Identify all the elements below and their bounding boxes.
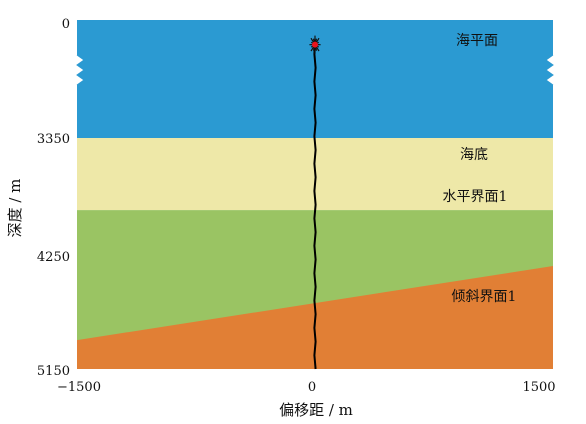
axis-break-right-icon [545,54,558,86]
label-seabed: 海底 [460,147,488,163]
y-axis-ticks: 0 3350 4250 5150 [37,17,70,379]
label-sea: 海平面 [456,33,498,49]
well-line [313,40,317,370]
x-tick-label: 0 [308,380,316,395]
label-horizontal-1: 水平界面1 [443,189,508,205]
source-marker [312,41,318,48]
label-inclined-1: 倾斜界面1 [452,289,517,305]
x-tick-label: −1500 [57,380,101,395]
y-axis-title: 深度 / m [6,179,24,238]
x-axis-title: 偏移距 / m [279,401,353,419]
y-tick-label: 3350 [37,132,70,147]
y-tick-label: 5150 [37,364,70,379]
y-tick-label: 0 [62,17,70,32]
x-tick-label: 1500 [522,380,555,395]
well-trajectory [309,35,321,370]
x-axis-ticks: −1500 0 1500 [57,380,556,395]
axis-break-left-icon [69,54,85,86]
y-tick-label: 4250 [37,250,70,265]
